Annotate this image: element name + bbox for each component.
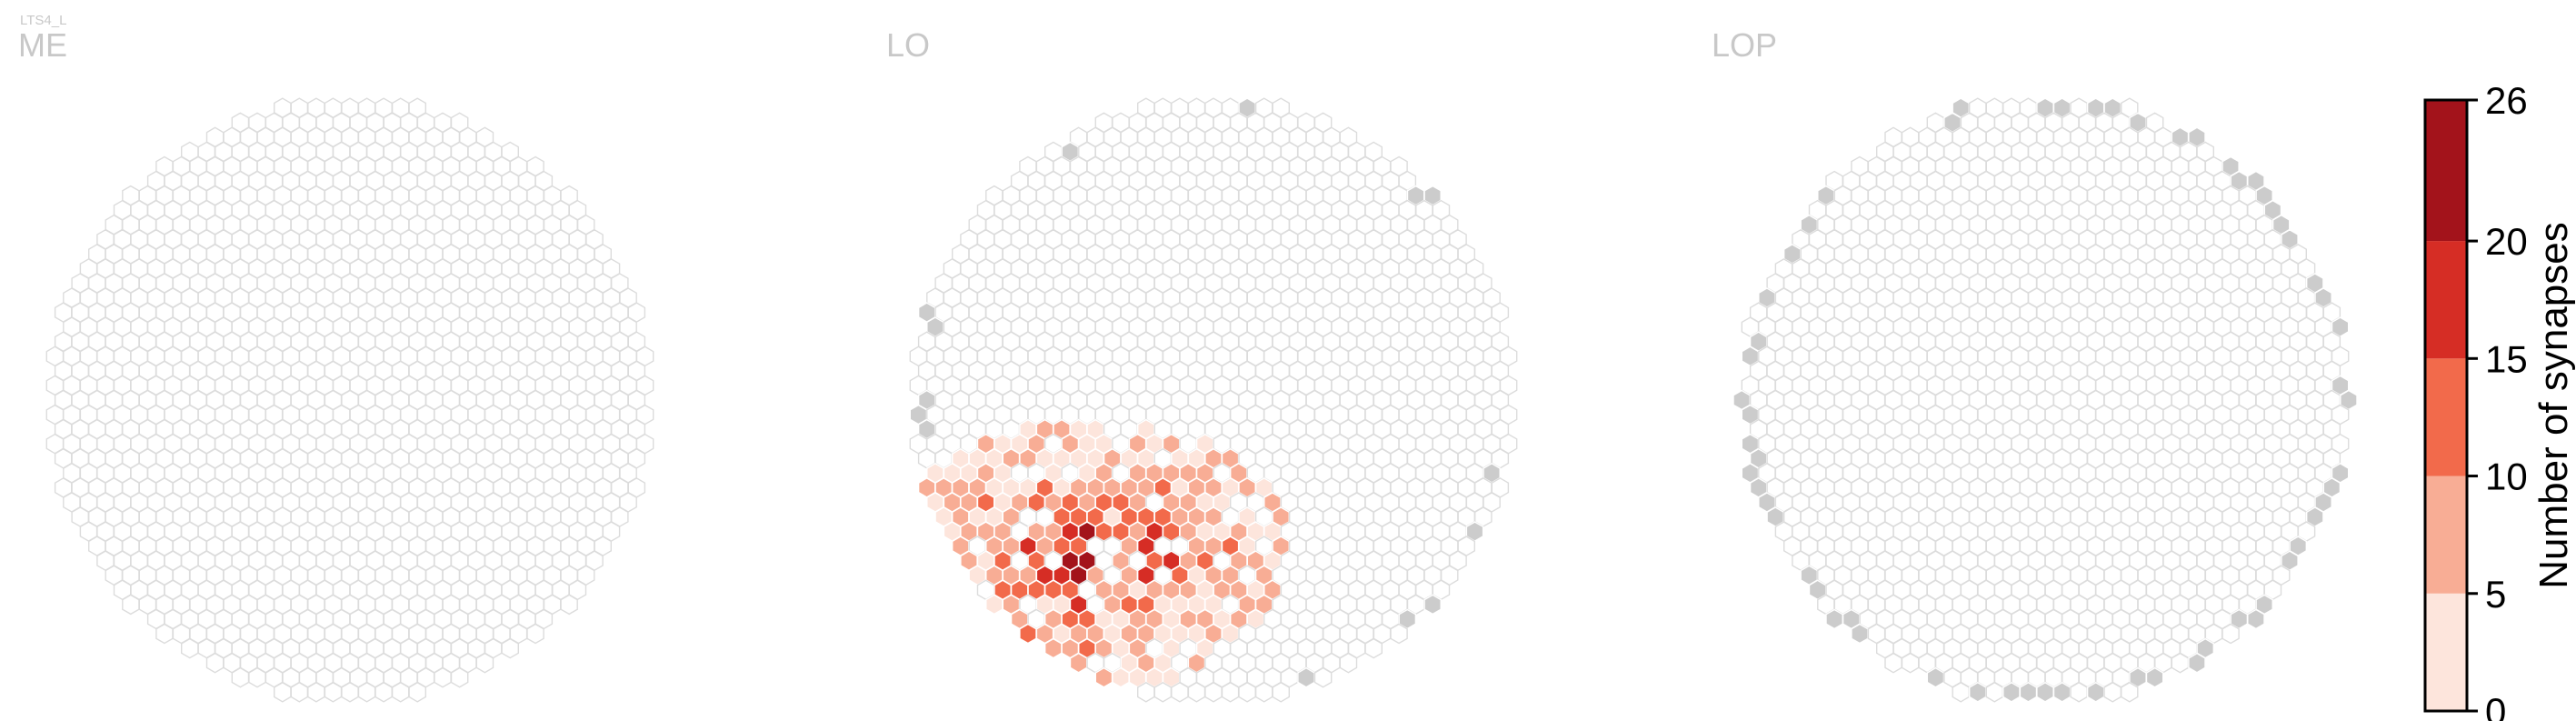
hex-cell bbox=[2247, 608, 2265, 630]
colorbar-ticks: 0 5 10 15 20 26 bbox=[2467, 79, 2528, 721]
panel-lop: LOP bbox=[1712, 26, 2358, 703]
hex-grid-lo bbox=[909, 97, 1518, 703]
hex-cell bbox=[1254, 681, 1273, 703]
hex-cell bbox=[1926, 666, 1945, 688]
hex-cell bbox=[2171, 652, 2190, 674]
neuron-label: LTS4_L bbox=[20, 13, 66, 28]
panel-title-lop: LOP bbox=[1712, 26, 1777, 64]
hex-cell bbox=[307, 681, 325, 703]
hex-cell bbox=[1851, 623, 1869, 645]
hex-cell bbox=[122, 594, 140, 616]
hex-cell bbox=[1364, 637, 1383, 659]
colorbar-bins bbox=[2425, 100, 2467, 711]
hex-cell bbox=[1136, 681, 1155, 703]
hex-cell bbox=[1825, 608, 1843, 630]
hex-cell bbox=[1019, 623, 1037, 645]
hex-cell bbox=[2036, 681, 2054, 703]
colorbar-bin-0 bbox=[2425, 593, 2467, 711]
colorbar-tick-label: 0 bbox=[2485, 690, 2506, 721]
hex-cell bbox=[1968, 681, 1987, 703]
hex-cell bbox=[324, 681, 343, 703]
hex-cell bbox=[1204, 681, 1223, 703]
hex-cell bbox=[1187, 681, 1206, 703]
hex-cell bbox=[155, 623, 174, 645]
hex-cell bbox=[2002, 681, 2021, 703]
colorbar-label: Number of synapses bbox=[2531, 222, 2576, 589]
panel-me: LTS4_L ME bbox=[18, 13, 654, 703]
hex-cell bbox=[434, 666, 452, 688]
colorbar: 0 5 10 15 20 26 Number of synapses bbox=[2423, 79, 2576, 721]
hex-cell bbox=[248, 666, 266, 688]
hex-cell bbox=[526, 623, 544, 645]
hex-cell bbox=[1952, 681, 1971, 703]
hex-cell bbox=[1313, 666, 1333, 688]
hex-cell bbox=[2120, 681, 2139, 703]
hex-cell bbox=[391, 681, 410, 703]
colorbar-bin-1 bbox=[2425, 476, 2467, 594]
hex-cell bbox=[1094, 666, 1113, 688]
hex-cell bbox=[1390, 623, 1408, 645]
hex-cell bbox=[1153, 681, 1173, 703]
hex-cell bbox=[2086, 681, 2105, 703]
hex-cell bbox=[374, 681, 393, 703]
hex-cell bbox=[1171, 681, 1189, 703]
hex-cell bbox=[1339, 652, 1358, 674]
hex-cell bbox=[1043, 637, 1063, 659]
hex-cell bbox=[2103, 681, 2122, 703]
hex-cell bbox=[985, 594, 1003, 616]
hex-cell bbox=[2070, 681, 2088, 703]
panel-title-lo: LO bbox=[886, 26, 930, 64]
hex-cell bbox=[1297, 666, 1315, 688]
hex-cell bbox=[1069, 652, 1088, 674]
hex-cell bbox=[1272, 681, 1291, 703]
hex-cell bbox=[231, 666, 250, 688]
hex-cell bbox=[2052, 681, 2072, 703]
colorbar-tick-label: 15 bbox=[2485, 337, 2528, 380]
colorbar-bin-3 bbox=[2425, 241, 2467, 359]
hex-cell bbox=[341, 681, 359, 703]
hex-cell bbox=[290, 681, 309, 703]
hex-cell bbox=[501, 637, 519, 659]
hex-cell bbox=[2019, 681, 2038, 703]
hex-cell bbox=[475, 652, 494, 674]
hex-cell bbox=[1901, 652, 1920, 674]
hex-cell bbox=[357, 681, 376, 703]
colorbar-tick-label: 10 bbox=[2485, 456, 2528, 498]
hex-cell bbox=[560, 594, 578, 616]
colorbar-tick-label: 20 bbox=[2485, 220, 2528, 263]
hex-grid-lop bbox=[1732, 97, 2358, 703]
hex-grid-me bbox=[45, 97, 654, 703]
hex-cell bbox=[1884, 652, 1902, 674]
hex-cell bbox=[1112, 666, 1130, 688]
colorbar-tick-label: 5 bbox=[2485, 573, 2506, 616]
hex-cell bbox=[180, 637, 199, 659]
colorbar-tick-label: 26 bbox=[2485, 79, 2528, 122]
hex-cell bbox=[205, 652, 225, 674]
panel-title-me: ME bbox=[18, 26, 67, 64]
hex-cell bbox=[450, 666, 469, 688]
hex-cell bbox=[1423, 594, 1442, 616]
hex-cell bbox=[2145, 666, 2164, 688]
hex-cell bbox=[2222, 623, 2240, 645]
panel-lo: LO bbox=[886, 26, 1518, 703]
hex-cell bbox=[1238, 681, 1256, 703]
hex-cell bbox=[1985, 681, 2004, 703]
hex-cell bbox=[2188, 652, 2206, 674]
hex-cell bbox=[1221, 681, 1240, 703]
hex-cell bbox=[274, 681, 292, 703]
colorbar-bin-2 bbox=[2425, 358, 2467, 476]
hex-cell bbox=[408, 681, 426, 703]
colorbar-bin-4 bbox=[2425, 100, 2467, 242]
colorbar-frame bbox=[2423, 98, 2469, 713]
